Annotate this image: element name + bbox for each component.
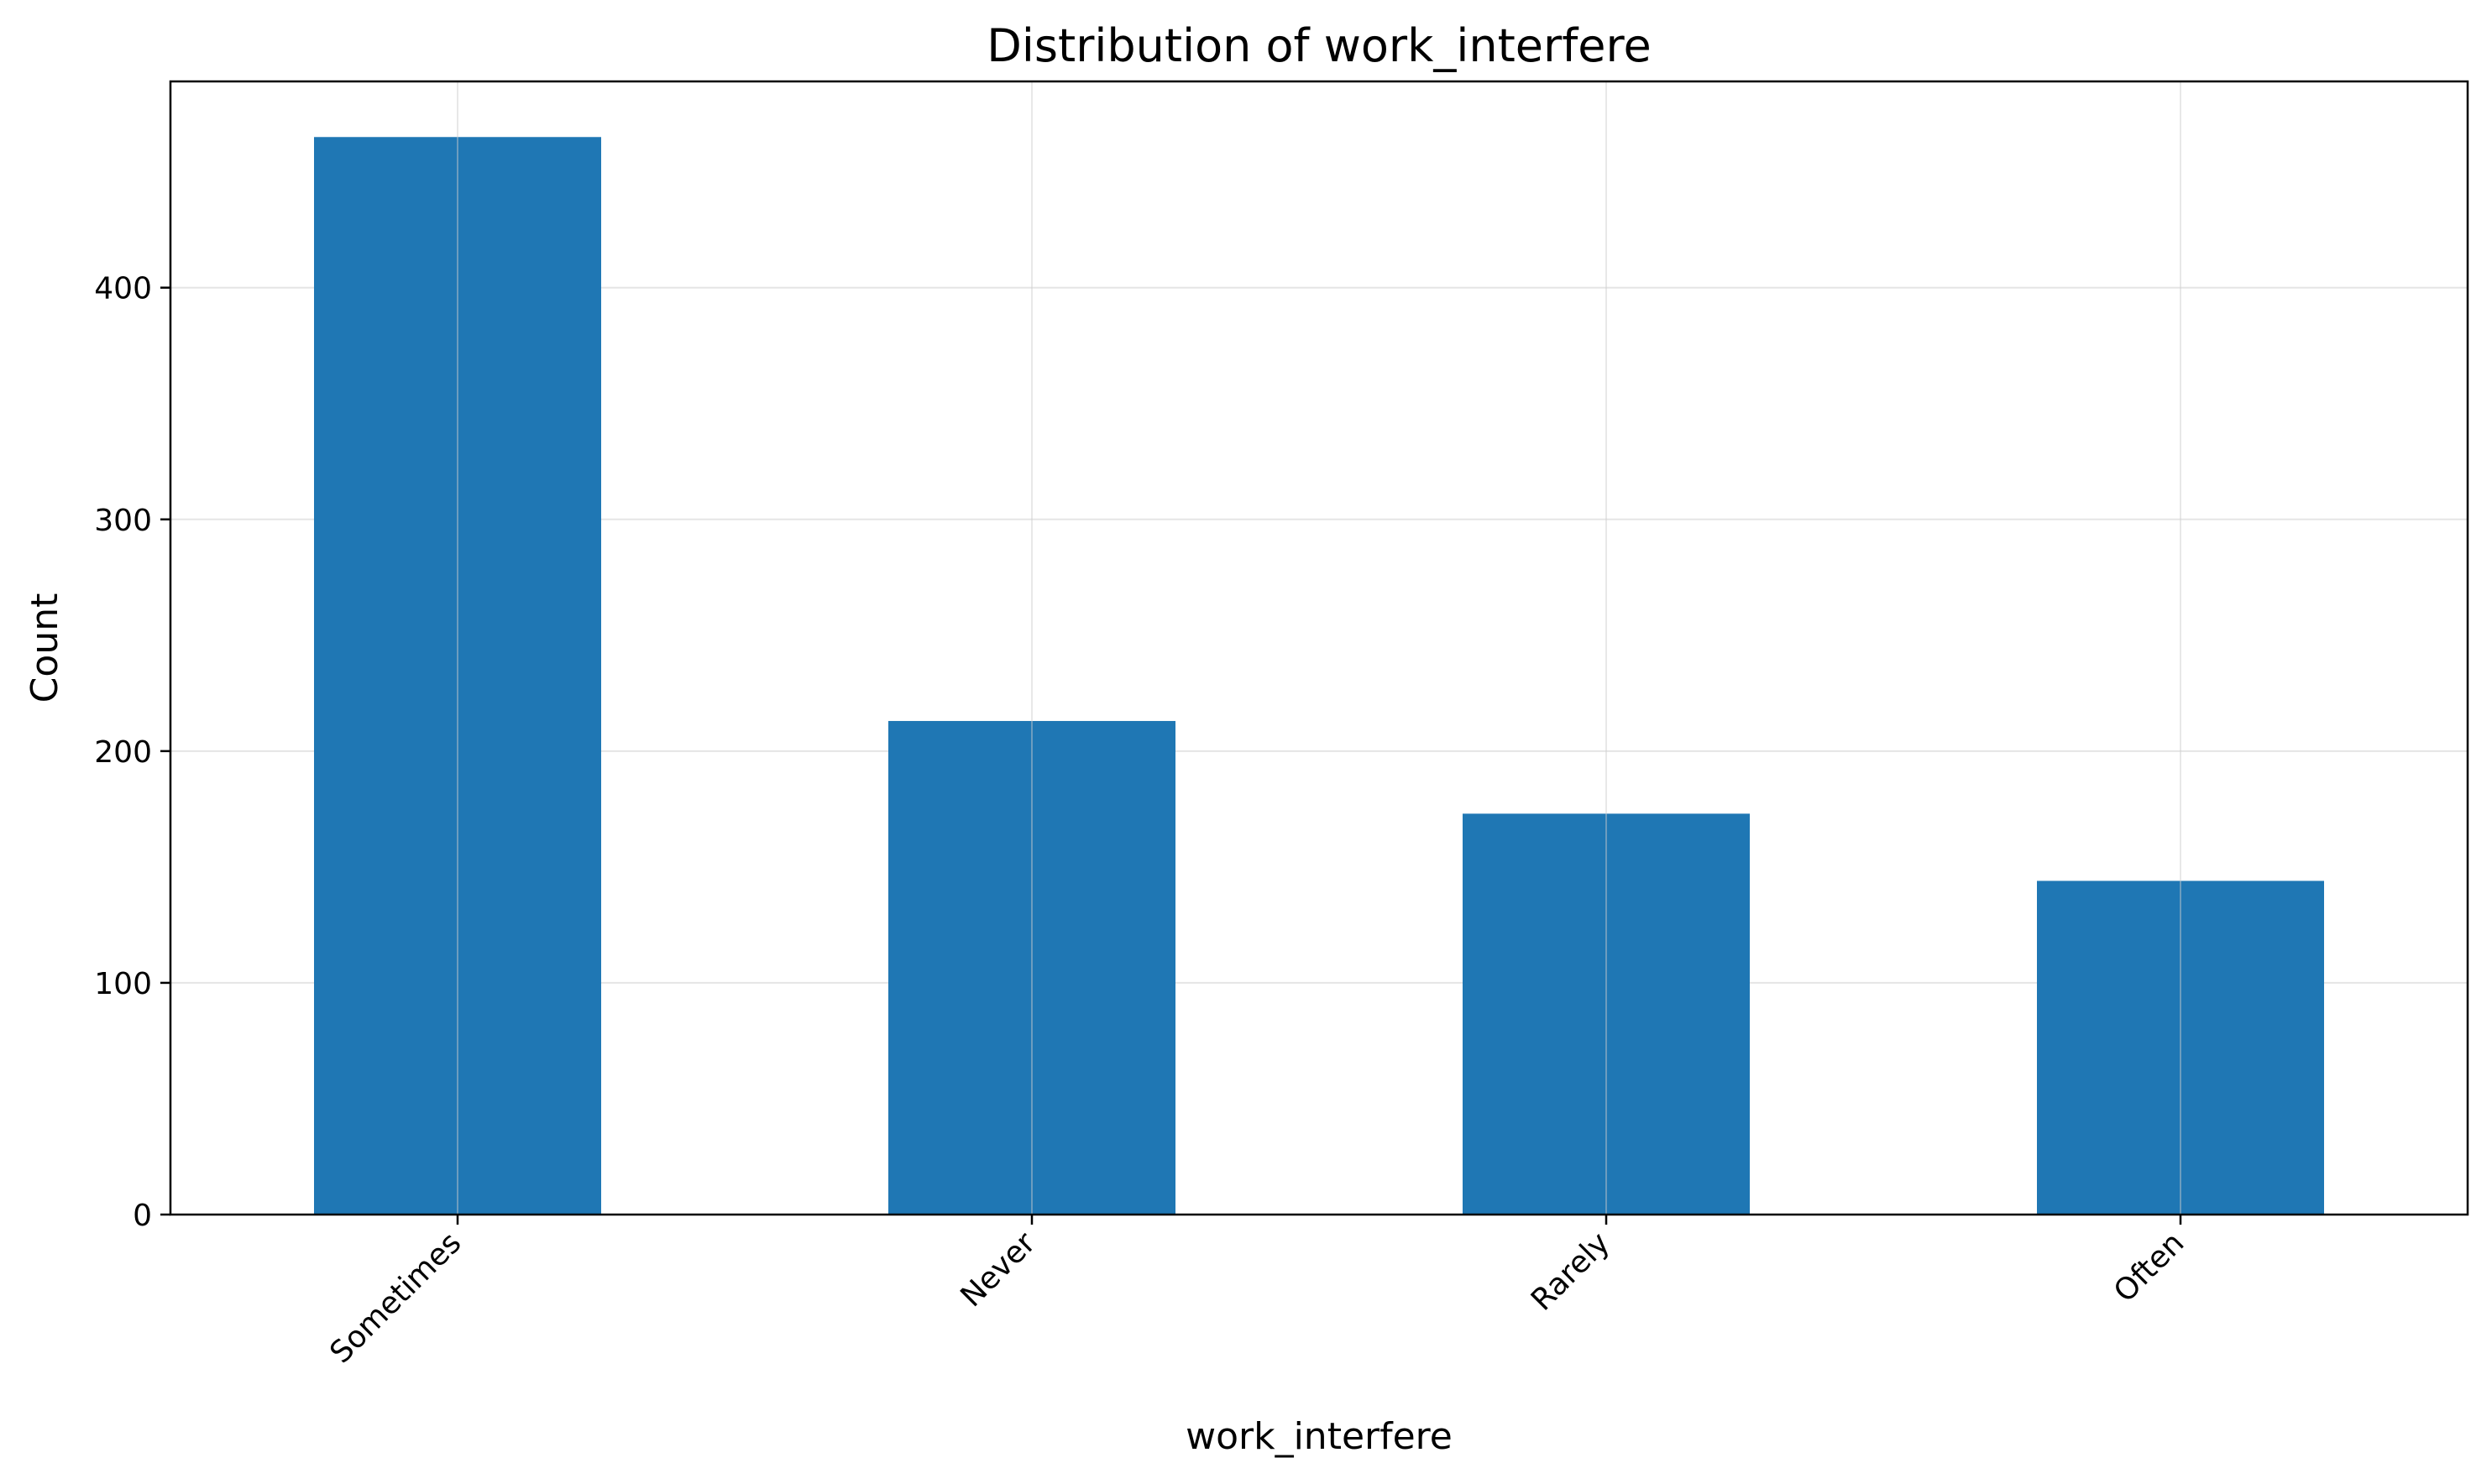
y-axis-label: Count	[24, 593, 66, 703]
y-tick-label: 100	[94, 967, 152, 1001]
plot-frame	[169, 80, 2469, 1216]
bar-never	[888, 720, 1175, 1215]
chart-title: Distribution of work_interfere	[987, 19, 1651, 72]
vertical-grid-lines	[457, 81, 2181, 1215]
bar-sometimes	[314, 137, 601, 1215]
y-tick-label: 400	[94, 272, 152, 306]
y-tick-label: 300	[94, 504, 152, 538]
x-axis-label: work_interfere	[1186, 1415, 1453, 1458]
bars	[314, 137, 2324, 1215]
bar-often	[2037, 880, 2324, 1215]
y-tick-label: 0	[133, 1199, 152, 1233]
y-tick-label: 200	[94, 735, 152, 770]
bar-rarely	[1463, 813, 1750, 1215]
